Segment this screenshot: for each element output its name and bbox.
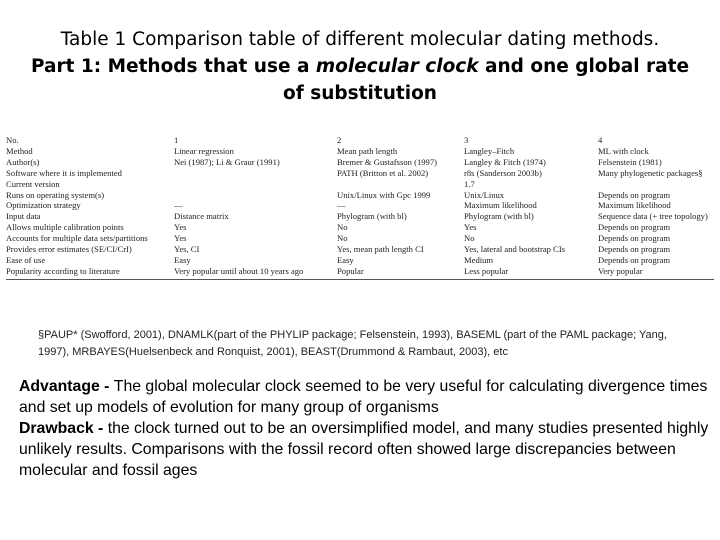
table-row: Author(s) Nei (1987); Li & Graur (1991) Br… <box>6 157 714 168</box>
advantage-text: The global molecular clock seemed to be … <box>19 378 708 416</box>
table-cell: Bremer & Gustafsson (1997) <box>337 156 438 167</box>
table-cell: Optimization strategy <box>6 200 81 211</box>
table-row: Input data Distance matrix Phylogram (with… <box>6 211 714 222</box>
table-cell: Easy <box>337 254 354 265</box>
comparison-table: No. 1 2 3 4 Method Linear regression Mean path … <box>6 135 714 280</box>
table-row: Current version 1.7 <box>6 179 714 190</box>
table-cell: PATH (Britton et al. 2002) <box>337 167 429 178</box>
table-cell: Depends on program <box>598 233 671 244</box>
table-cell: 1.7 <box>464 178 475 189</box>
table-body: No. 1 2 3 4 Method Linear regression Mean path … <box>6 135 714 277</box>
table-cell: Linear regression <box>174 145 234 156</box>
table-cell: 2 <box>337 135 342 145</box>
table-cell: Yes <box>174 233 187 244</box>
advantage-label: Advantage - <box>19 378 114 395</box>
table-cell: 3 <box>464 135 469 145</box>
table-row: Provides error estimates (SE/CI/CrI) Yes,… <box>6 244 714 255</box>
table-cell: Popular <box>337 265 364 276</box>
table-cell: No <box>464 233 475 244</box>
table-cell: Distance matrix <box>174 211 229 222</box>
table-cell: Provides error estimates (SE/CI/CrI) <box>6 244 132 255</box>
table-cell: ML with clock <box>598 145 649 156</box>
table-cell: Langley–Fitch <box>464 145 515 156</box>
table-row: No. 1 2 3 4 <box>6 135 714 146</box>
table-cell: Ease of use <box>6 254 46 265</box>
table-cell: Yes, CI <box>174 244 200 255</box>
table-cell: Allows multiple calibration points <box>6 222 124 233</box>
table-cell: Langley & Fitch (1974) <box>464 156 546 167</box>
table-cell: Less popular <box>464 265 509 276</box>
table-cell: Input data <box>6 211 41 222</box>
table-cell: Author(s) <box>6 156 40 167</box>
table-cell: Yes, mean path length CI <box>337 244 424 255</box>
table-cell: 4 <box>598 135 603 145</box>
table-cell: — <box>337 200 346 211</box>
table-cell: Many phylogenetic packages§ <box>598 167 703 178</box>
table-cell: Accounts for multiple data sets/partitio… <box>6 233 148 244</box>
table-cell: 1 <box>174 135 179 145</box>
table-cell: Mean path length <box>337 145 398 156</box>
table-cell: Nei (1987); Li & Graur (1991) <box>174 156 280 167</box>
slide-title: Table 1 Comparison table of different mo… <box>20 26 700 107</box>
table-cell: Unix/Linux <box>464 189 505 200</box>
table-cell: Current version <box>6 178 60 189</box>
table-cell: Easy <box>174 254 191 265</box>
body-text: Advantage - The global molecular clock s… <box>19 376 709 481</box>
part-heading: Part 1: Methods that use a molecular clo… <box>20 53 700 80</box>
drawback-text: the clock turned out to be an oversimpli… <box>19 420 709 479</box>
table-cell: Maximum likelihood <box>598 200 671 211</box>
table-cell: Method <box>6 145 33 156</box>
table-cell: Phylogram (with bl) <box>337 211 407 222</box>
table-cell: Yes <box>174 222 187 233</box>
table-cell: Depends on program <box>598 254 671 265</box>
table-cell: Popularity according to literature <box>6 265 120 276</box>
part-suffix: and one global rate <box>478 56 690 77</box>
table-cell <box>174 179 337 190</box>
table-caption: Table 1 Comparison table of different mo… <box>60 29 660 50</box>
table-cell: Phylogram (with bl) <box>464 211 534 222</box>
table-cell <box>174 190 337 201</box>
table-bottom-rule <box>6 278 714 280</box>
table-cell: — <box>174 200 183 211</box>
table-cell: No <box>337 222 348 233</box>
table-cell <box>174 168 337 179</box>
table-cell: No <box>337 233 348 244</box>
table-cell: Software where it is implemented <box>6 167 122 178</box>
table-cell <box>337 179 464 190</box>
table-row: Optimization strategy — — Maximum likelihoo… <box>6 200 714 211</box>
table-cell: Unix/Linux with Gpc 1999 <box>337 189 431 200</box>
table-cell: Runs on operating system(s) <box>6 189 105 200</box>
table-row: Allows multiple calibration points Yes No Y… <box>6 222 714 233</box>
footnote: §PAUP* (Swofford, 2001), DNAMLK(part of … <box>38 329 667 358</box>
table-row: Method Linear regression Mean path length L… <box>6 146 714 157</box>
part-italic: molecular clock <box>315 56 479 77</box>
table-cell: Felsenstein (1981) <box>598 156 662 167</box>
table-cell: Yes <box>464 222 477 233</box>
table-cell <box>598 179 714 190</box>
table-row: Runs on operating system(s) Unix/Linux wi… <box>6 190 714 201</box>
table-cell: Depends on program <box>598 189 671 200</box>
part-heading-line2: of substitution <box>283 83 437 104</box>
table-cell: Yes, lateral and bootstrap CIs <box>464 244 566 255</box>
table-cell: Medium <box>464 254 494 265</box>
table-cell: Very popular <box>598 265 643 276</box>
table-row: Ease of use Easy Easy Medium Depends on prog… <box>6 255 714 266</box>
table-row: Popularity according to literature Very p… <box>6 266 714 277</box>
table-cell: Very popular until about 10 years ago <box>174 265 304 276</box>
table-row: Software where it is implemented PATH (Br… <box>6 168 714 179</box>
table-cell: No. <box>6 135 19 145</box>
table-cell: Sequence data (+ tree topology) <box>598 211 708 222</box>
table-cell: Depends on program <box>598 244 671 255</box>
part-prefix: Part 1: Methods that use a <box>30 56 316 77</box>
drawback-label: Drawback - <box>19 420 108 437</box>
table-cell: r8s (Sanderson 2003b) <box>464 167 542 178</box>
table-row: Accounts for multiple data sets/partitio… <box>6 233 714 244</box>
table-cell: Maximum likelihood <box>464 200 537 211</box>
table-cell: Depends on program <box>598 222 671 233</box>
